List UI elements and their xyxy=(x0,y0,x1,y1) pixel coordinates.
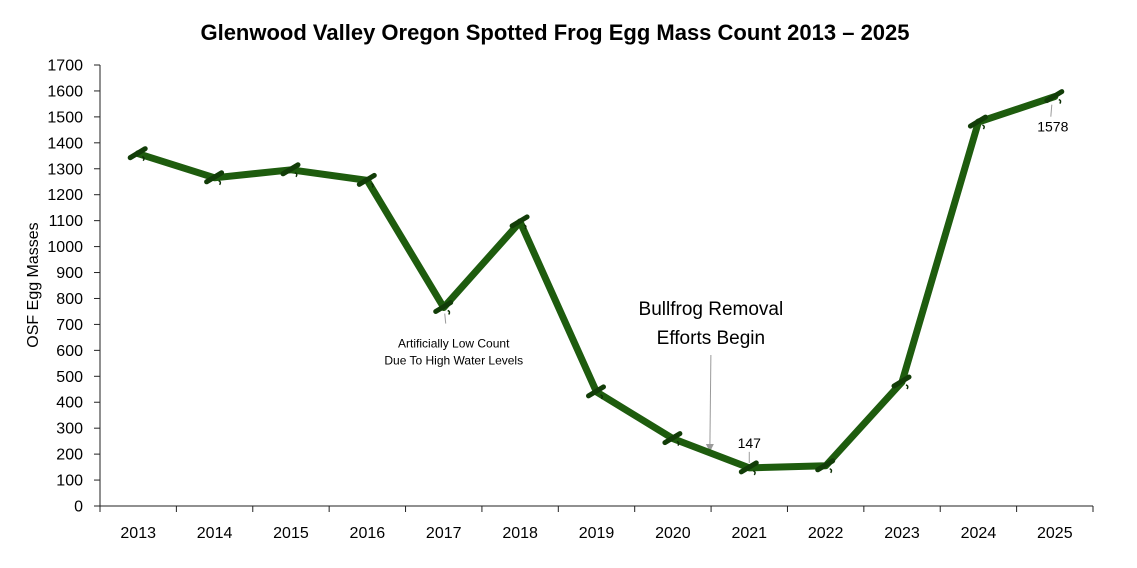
x-tick-label: 2017 xyxy=(426,525,462,542)
data-point-marker xyxy=(280,162,301,177)
data-point xyxy=(433,300,454,315)
y-tick-label: 1200 xyxy=(47,187,83,204)
x-tick-label: 2024 xyxy=(961,525,997,542)
data-point-marker xyxy=(662,431,683,446)
data-label-leader xyxy=(1050,104,1053,117)
x-tick-label: 2021 xyxy=(731,525,767,542)
x-tick-label: 2016 xyxy=(350,525,386,542)
data-point-marker xyxy=(586,384,606,399)
data-point-marker xyxy=(509,214,530,229)
series-line xyxy=(134,93,1059,472)
data-point-foot xyxy=(447,309,451,315)
data-point-foot xyxy=(523,224,527,230)
chart-title: Glenwood Valley Oregon Spotted Frog Egg … xyxy=(200,20,909,45)
data-point-marker xyxy=(433,300,454,314)
data-point xyxy=(586,384,606,400)
annotation-text: Efforts Begin xyxy=(657,328,765,349)
data-point xyxy=(509,214,530,230)
data-point-foot xyxy=(829,468,833,474)
y-tick-label: 1600 xyxy=(47,83,83,100)
y-tick-label: 800 xyxy=(56,291,83,308)
x-tick-label: 2019 xyxy=(579,525,615,542)
y-tick-label: 100 xyxy=(56,473,83,490)
x-tick-label: 2018 xyxy=(502,525,538,542)
data-point-foot xyxy=(676,440,680,447)
data-point-foot xyxy=(753,470,756,476)
x-tick-label: 2025 xyxy=(1037,525,1073,542)
y-tick-label: 600 xyxy=(56,343,83,360)
data-label: 1578 xyxy=(1037,119,1068,135)
y-tick-label: 700 xyxy=(56,317,83,334)
annotation-text: Artificially Low Count xyxy=(398,337,510,351)
y-tick-label: 200 xyxy=(56,447,83,464)
data-point xyxy=(356,172,377,188)
data-point-foot xyxy=(141,155,145,162)
data-point-foot xyxy=(982,124,985,130)
annotation-text: Due To High Water Levels xyxy=(384,354,523,368)
x-tick-label: 2014 xyxy=(197,525,233,542)
y-tick-label: 0 xyxy=(74,499,83,516)
y-tick-label: 1300 xyxy=(47,161,83,178)
x-tick-label: 2020 xyxy=(655,525,691,542)
data-point xyxy=(204,170,225,186)
y-tick-label: 1700 xyxy=(47,58,83,75)
data-point-foot xyxy=(905,384,909,390)
data-point xyxy=(815,458,836,474)
data-point-marker xyxy=(815,458,836,473)
data-point xyxy=(662,431,683,447)
y-axis-label: OSF Egg Masses xyxy=(25,222,42,347)
y-tick-label: 1400 xyxy=(47,135,83,152)
y-tick-label: 1500 xyxy=(47,109,83,126)
x-tick-label: 2023 xyxy=(884,525,920,542)
annotation-text: Bullfrog Removal xyxy=(639,299,784,320)
x-tick-label: 2022 xyxy=(808,525,844,542)
x-tick-label: 2013 xyxy=(120,525,156,542)
y-tick-label: 1100 xyxy=(49,213,84,230)
data-point-marker xyxy=(1044,89,1065,104)
data-label: 147 xyxy=(738,435,762,451)
y-tick-label: 900 xyxy=(56,265,83,282)
data-point xyxy=(127,146,148,162)
data-point-marker xyxy=(204,170,225,185)
data-point xyxy=(738,460,759,476)
y-tick-label: 400 xyxy=(56,395,83,412)
y-tick-label: 300 xyxy=(56,421,83,438)
data-point xyxy=(1044,89,1065,105)
annotation-arrowhead xyxy=(705,444,714,452)
data-point-marker xyxy=(967,114,988,129)
data-point-foot xyxy=(371,182,374,188)
data-point xyxy=(891,374,912,390)
data-point-marker xyxy=(891,374,912,389)
annotation-arrow xyxy=(709,354,712,449)
data-point-foot xyxy=(294,172,298,178)
data-point-foot xyxy=(600,394,604,400)
y-tick-label: 500 xyxy=(56,369,83,386)
data-point-marker xyxy=(356,172,377,187)
data-point xyxy=(967,114,988,130)
x-tick-label: 2015 xyxy=(273,525,309,542)
data-point-marker xyxy=(127,146,148,161)
data-point xyxy=(280,162,301,178)
data-point-marker xyxy=(738,460,759,475)
y-tick-label: 1000 xyxy=(47,239,83,256)
data-point-foot xyxy=(218,180,222,186)
data-point-foot xyxy=(1058,98,1062,105)
annotation-leader xyxy=(444,313,447,324)
